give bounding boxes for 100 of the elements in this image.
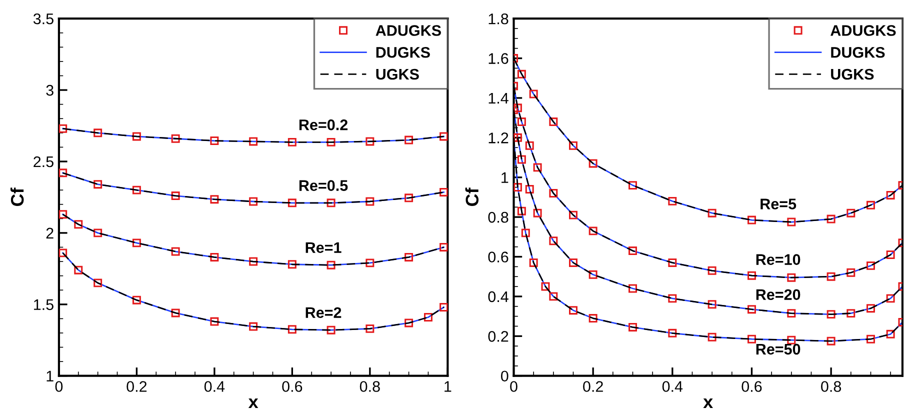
point [668,294,677,303]
point [541,282,550,291]
y-tick-label: 0.6 [488,252,508,262]
point [628,181,637,190]
annotation: Re=50 [756,344,800,355]
point [846,309,856,318]
point [588,270,598,279]
point [171,192,180,200]
point [366,137,374,146]
x-tick-label: 0.8 [360,381,380,392]
point [58,210,68,219]
point [826,310,836,319]
point [748,271,756,280]
x-axis-title: x [248,398,258,408]
legend-label: DUGKS [831,46,885,58]
point [58,124,68,133]
point [826,272,836,281]
y-axis-title: Cf [465,188,479,206]
x-tick-label: 0 [55,381,63,392]
point [58,248,68,258]
point [171,308,180,318]
y-tick-label: 1 [46,370,54,382]
point [440,188,448,196]
point [787,309,796,318]
annotation: Re=10 [756,254,800,265]
point [440,132,448,141]
point [132,296,141,304]
point [549,189,558,198]
point [326,138,336,146]
annotation: Re=5 [760,198,796,210]
point [404,318,414,328]
x-tick-label: 0.4 [204,381,225,392]
point [249,197,258,206]
point [94,128,102,138]
point [517,206,526,216]
point [94,278,102,288]
point [826,336,836,346]
point [326,198,336,208]
point [404,136,414,144]
point [569,258,578,267]
y-tick-label: 0.2 [488,331,508,342]
point [668,328,677,338]
point [708,332,716,342]
y-tick-label: 1.5 [34,299,54,310]
point [569,141,578,150]
point [708,208,716,218]
point [628,322,637,332]
annotation: Re=2 [306,307,342,318]
point [58,168,68,178]
point [249,137,258,146]
point [533,163,542,172]
point [366,258,374,268]
point [171,134,180,143]
y-tick-label: 2 [46,228,54,238]
point [171,247,180,256]
point [787,273,796,282]
annotation: Re=20 [756,289,800,300]
x-tick-label: 0 [510,381,518,392]
point [628,246,637,256]
y-tick-label: 2.5 [34,156,54,168]
point [529,90,538,98]
point [288,198,296,208]
point [748,334,756,344]
point [210,252,219,262]
y-tick-label: 3.5 [33,13,54,24]
point [866,334,875,344]
x-tick-label: 0.4 [662,381,683,392]
legend-label: UGKS [831,68,874,80]
point [787,218,796,226]
point [94,180,102,189]
x-tick-label: 0.8 [821,381,842,392]
point [132,132,141,141]
point [525,185,534,194]
point [94,228,102,238]
point [588,159,598,168]
point [549,118,558,126]
point [404,194,414,202]
point [549,236,558,246]
y-tick-label: 1.6 [488,53,508,64]
point [440,242,448,252]
y-tick-label: 1.4 [488,93,508,104]
point [366,324,374,333]
point [514,104,522,112]
point [846,208,856,218]
point [132,238,141,248]
x-tick-label: 0.6 [282,381,302,392]
y-axis-title: Cf [10,188,24,206]
annotation: Re=0.2 [299,119,348,130]
annotation: Re=1 [306,242,342,253]
point [440,303,448,312]
point [886,294,895,303]
legend-label: ADUGKS [376,25,441,36]
point [886,190,895,200]
point [366,197,374,206]
legend-label: DUGKS [376,46,430,58]
point [846,268,856,277]
y-tick-label: 3 [46,84,54,96]
point [569,210,578,220]
x-tick-label: 0.6 [742,381,762,392]
point [288,138,296,146]
